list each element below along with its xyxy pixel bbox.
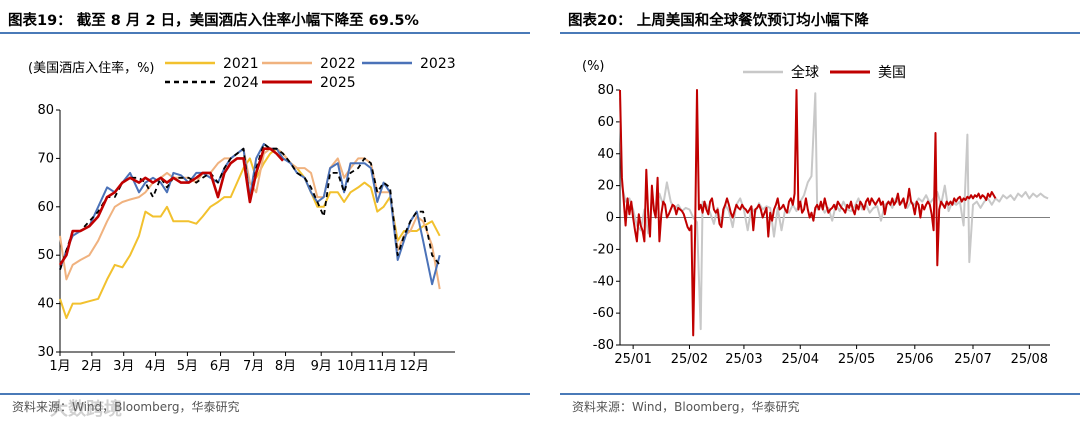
y-tick-label: 30 [37,345,54,360]
series-line-2025 [58,147,284,266]
x-tick-label: 2月 [81,359,102,374]
watermark: 大数跨境 [50,399,122,420]
left-source-note: 资料来源：Wind，Bloomberg，华泰研究 [12,400,240,414]
legend-label-2024: 2024 [223,75,259,91]
left-chart-title: 图表19： 截至 8 月 2 日，美国酒店入住率小幅下降至 69.5% [8,13,419,29]
y-tick-label: 80 [37,103,54,118]
series-line-2021 [59,147,441,320]
x-tick-label: 5月 [177,359,198,374]
y-tick-label: 40 [597,147,614,162]
x-tick-label: 25/07 [954,352,991,367]
restaurant-booking-chart: -80 -60 -40 -20 0 20 40 60 80 25/01 25/02 25/03 25/0… [582,59,1050,367]
x-tick-label: 4月 [145,359,166,374]
series-line-美国 [619,89,997,337]
y-tick-label: 80 [597,83,614,98]
legend-label-全球: 全球 [791,64,819,81]
right-chart-panel: 图表20： 上周美国和全球餐饮预订均小幅下降 -80 -60 -40 -20 0 20 40… [560,0,1080,425]
right-source-note: 资料来源：Wind，Bloomberg，华泰研究 [572,400,800,414]
x-tick-label: 25/01 [614,352,651,367]
right-chart-title: 图表20： 上周美国和全球餐饮预订均小幅下降 [568,13,869,29]
y-tick-label: 20 [597,179,614,194]
x-tick-label: 9月 [311,359,332,374]
y-axis-label: (美国酒店入住率，%) [28,60,155,76]
x-tick-label: 1月 [49,359,70,374]
y-tick-label: 50 [37,248,54,263]
hotel-occupancy-chart: 30 40 50 60 70 80 1月 2月 3月 4月 5月 6月 7月 8月 9月 10月 11月 12月 (… [28,56,456,374]
x-tick-label: 6月 [210,359,231,374]
x-tick-label: 25/05 [838,352,875,367]
x-tick-label: 25/03 [725,352,762,367]
legend-label-美国: 美国 [878,65,906,81]
x-tick-label: 12月 [399,359,429,374]
x-tick-label: 10月 [337,359,367,374]
legend-label-2021: 2021 [223,56,259,72]
x-tick-label: 7月 [243,359,264,374]
right-bottom-rule [560,393,1080,395]
left-bottom-rule [0,393,530,395]
series-line-全球 [619,92,1049,331]
x-tick-label: 25/04 [782,352,819,367]
y-tick-label: -80 [593,338,614,353]
y-tick-label: -60 [593,306,614,321]
legend-label-2022: 2022 [320,56,356,72]
right-title-rule [560,32,1080,34]
series-line-2023 [59,142,441,286]
y-tick-label: -20 [593,242,614,257]
legend-label-2025: 2025 [320,75,356,91]
y-tick-label: -40 [593,274,614,289]
y-tick-label: 60 [37,200,54,215]
x-tick-label: 25/08 [1011,352,1048,367]
left-chart-panel: 图表19： 截至 8 月 2 日，美国酒店入住率小幅下降至 69.5% 30 40… [0,0,530,425]
x-tick-label: 3月 [113,359,134,374]
left-title-rule [0,32,530,34]
y-tick-label: 70 [37,151,54,166]
x-tick-label: 25/02 [671,352,708,367]
y-tick-label: 60 [597,115,614,130]
series-line-2022 [59,147,441,290]
x-tick-label: 8月 [275,359,296,374]
y-axis-label: (%) [582,59,605,74]
y-tick-label: 0 [606,211,614,226]
y-tick-label: 40 [37,297,54,312]
x-tick-label: 25/06 [896,352,933,367]
legend-label-2023: 2023 [420,56,456,72]
series-line-2024 [59,142,441,270]
x-tick-label: 11月 [368,359,398,374]
